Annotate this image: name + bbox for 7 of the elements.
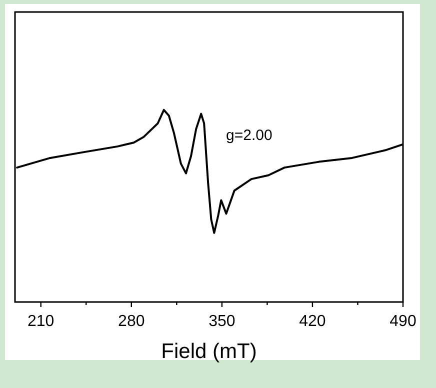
x-tick-label: 350 xyxy=(208,313,236,330)
x-tick-label: 280 xyxy=(118,313,145,330)
x-tick-label: 490 xyxy=(390,313,416,330)
annotation: g=2.00 xyxy=(226,127,272,144)
x-axis-title: Field (mT) xyxy=(161,340,257,363)
x-tick-label: 210 xyxy=(28,313,54,330)
x-tick-label: 420 xyxy=(299,313,326,330)
